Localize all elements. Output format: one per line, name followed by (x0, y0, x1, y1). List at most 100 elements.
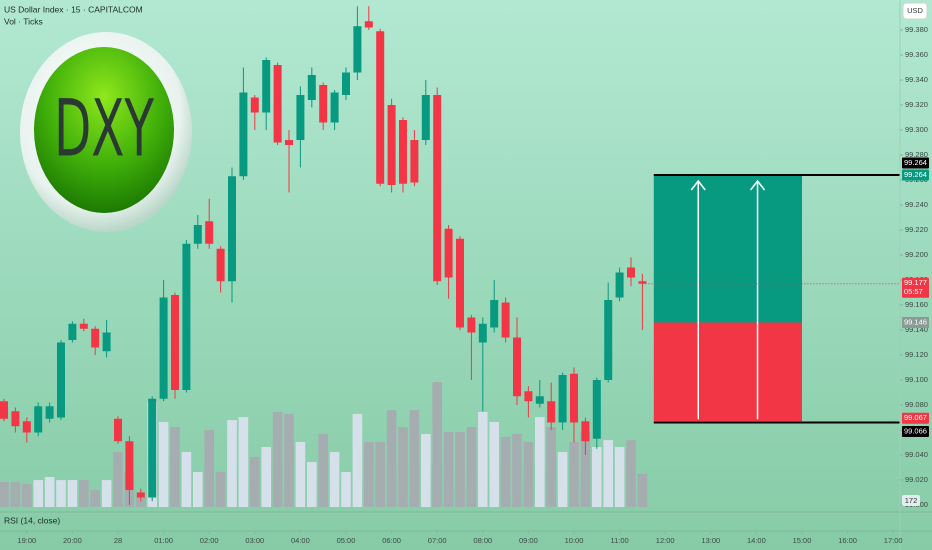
logo-ball (34, 47, 174, 213)
last-price-tag-bg (902, 277, 929, 298)
candle-body (319, 85, 328, 123)
candle-body (353, 26, 362, 73)
volume-bar (489, 422, 499, 507)
arrow-head (749, 179, 766, 191)
x-tick-label: 19:00 (17, 536, 36, 545)
currency-button[interactable] (902, 2, 928, 20)
volume-bar (307, 462, 317, 507)
volume-bar (386, 410, 397, 507)
candle-body (193, 225, 202, 244)
x-tick-label: 06:00 (382, 536, 401, 545)
candle-body (478, 323, 487, 343)
volume-bar (90, 490, 100, 507)
candle-body (79, 323, 88, 329)
candle-body (547, 401, 556, 423)
x-tick-label: 13:00 (701, 536, 720, 545)
candle-body (456, 238, 464, 328)
candle-body (125, 441, 134, 490)
volume-bar (136, 497, 146, 507)
x-tick-label: 14:00 (747, 536, 766, 545)
volume-bar (546, 427, 556, 507)
volume-bar (432, 382, 442, 507)
volume-bar (523, 442, 534, 507)
entry-price-tag: 99.146 (904, 317, 927, 326)
y-tick-label: 99.080 (905, 400, 928, 409)
volume-bar (22, 483, 32, 507)
volume-bar (409, 410, 420, 507)
position-layer (653, 174, 900, 424)
y-tick-label: 99.040 (905, 450, 928, 459)
x-tick-label: 12:00 (656, 536, 675, 545)
x-tick-label: 01:00 (154, 536, 173, 545)
x-tick-label: 10:00 (565, 536, 584, 545)
x-tick-label: 09:00 (519, 536, 538, 545)
candle-body (205, 221, 214, 244)
candle-body (159, 297, 168, 399)
stop-price-tag-bg (902, 412, 929, 424)
candle-body (433, 95, 442, 282)
candle-body (216, 248, 225, 282)
y-tick-label: 99.200 (905, 250, 928, 259)
volume-bar (170, 427, 180, 507)
volume-bar (0, 482, 9, 507)
candle-body (376, 31, 385, 184)
volume-bar (238, 417, 249, 507)
volume-bar (56, 480, 66, 507)
candle-body (273, 65, 282, 143)
candle-body (330, 92, 339, 123)
volume-bar (478, 412, 488, 507)
candle-body (524, 391, 533, 402)
arrow-head (690, 179, 706, 191)
candle-body (513, 337, 521, 397)
volume-bar (181, 452, 192, 507)
candle-body (615, 272, 624, 298)
y-tick-label: 99.100 (905, 375, 928, 384)
candle-body (342, 72, 350, 95)
volume-bar (227, 420, 237, 507)
candle-body (364, 21, 373, 28)
volume-bar (375, 442, 385, 507)
volume-bar (67, 480, 78, 507)
candle-body (239, 92, 248, 177)
candle-body (501, 302, 510, 338)
volume-bar (10, 482, 21, 507)
volume-bar (535, 417, 545, 507)
volume-layer (0, 382, 648, 507)
volume-bar (101, 480, 112, 507)
candle-body (68, 323, 77, 340)
x-tick-label: 05:00 (337, 536, 356, 545)
stop-zone (653, 322, 802, 422)
y-tick-label: 99.240 (905, 200, 928, 209)
candle-body (57, 342, 65, 418)
volume-bar (569, 442, 579, 507)
line-price-tag-bg (902, 157, 929, 169)
candle-body (307, 75, 316, 100)
y-tick-label: 99.380 (905, 25, 928, 34)
candle-body (399, 120, 407, 184)
candle-body (91, 328, 100, 348)
candle-body (296, 95, 305, 140)
x-tick-label: 03:00 (245, 536, 264, 545)
y-tick-label: 99.220 (905, 225, 928, 234)
volume-bar (443, 432, 454, 507)
volume-bar (250, 457, 260, 507)
x-tick-label: 02:00 (200, 536, 219, 545)
candle-body (22, 421, 31, 433)
candle-body (148, 398, 157, 498)
candle-body (0, 401, 8, 419)
x-tick-label: 07:00 (428, 536, 447, 545)
volume-bar (500, 437, 511, 507)
volume-bar (113, 452, 123, 507)
y-tick-label: 99.320 (905, 100, 928, 109)
volume-tag-bg (902, 495, 920, 506)
volume-bar (466, 427, 477, 507)
volume-bar (592, 447, 602, 507)
currency-label[interactable]: USD (907, 6, 923, 15)
candle-body (136, 492, 145, 498)
chart-title: US Dollar Index · 15 · CAPITALCOM (4, 4, 143, 14)
volume-bar (398, 427, 408, 507)
volume-bar (44, 477, 55, 507)
volume-legend: Vol · Ticks (4, 16, 43, 26)
x-tick-label: 04:00 (291, 536, 310, 545)
